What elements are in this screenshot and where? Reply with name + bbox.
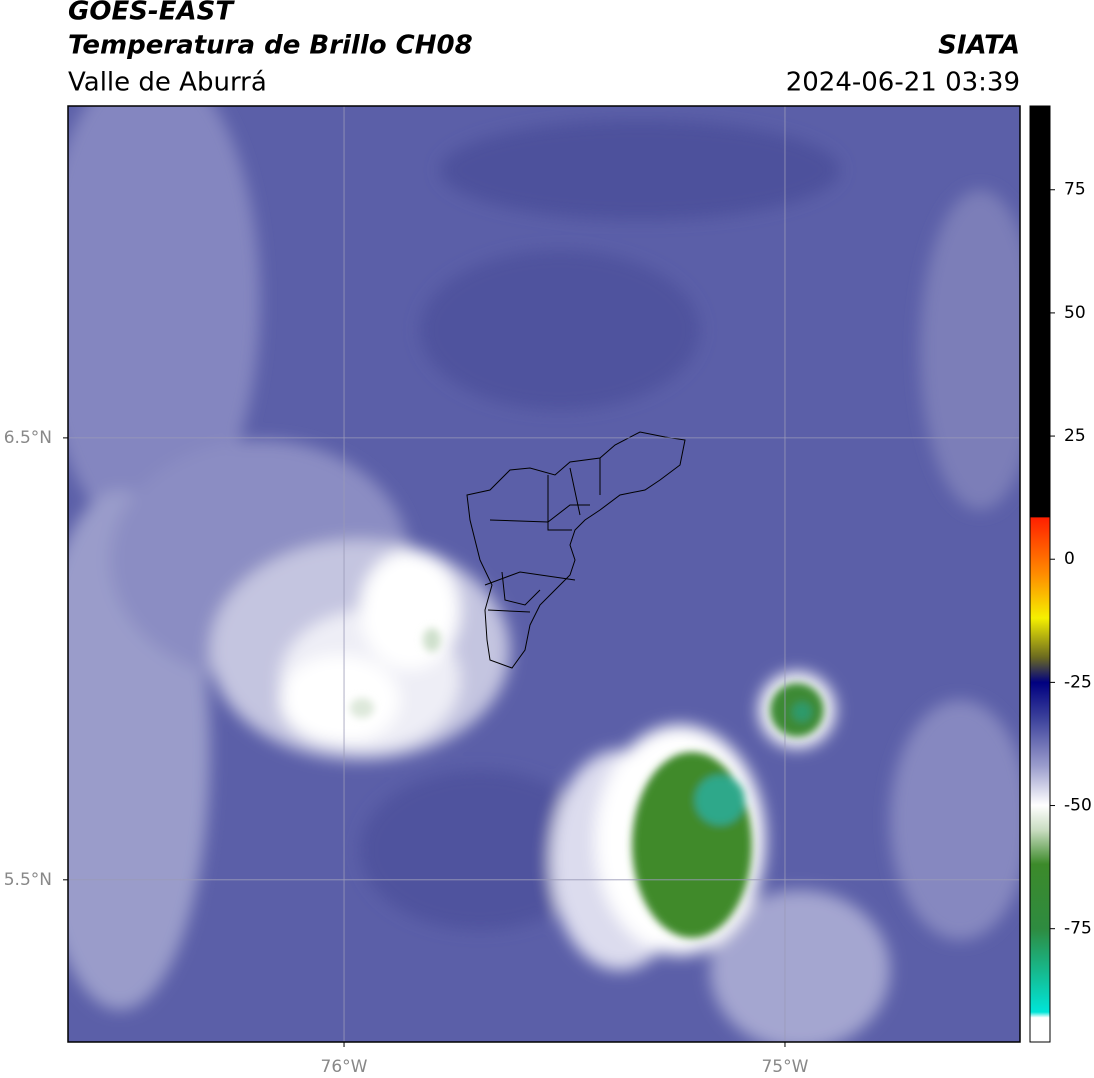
municipal-boundaries: [466, 431, 686, 669]
colorbar-tick-label: -25: [1064, 672, 1092, 692]
map-frame: [67, 105, 1021, 1043]
y-tick-label: 5.5°N: [4, 870, 52, 890]
colorbar: [1029, 105, 1051, 1043]
colorbar-tick-label: 75: [1064, 180, 1086, 200]
x-tick-label: 76°W: [321, 1057, 368, 1077]
colorbar-tick-label: -50: [1064, 796, 1092, 816]
grid: [68, 106, 1020, 1042]
colorbar-tick-label: 50: [1064, 303, 1086, 323]
subtitle: Temperatura de Brillo CH08: [68, 31, 473, 61]
source: SIATA: [938, 31, 1020, 61]
timestamp: 2024-06-21 03:39: [786, 68, 1020, 98]
colorbar-tick-label: 25: [1064, 426, 1086, 446]
colorbar-tick-label: 0: [1064, 549, 1075, 569]
y-tick-label: 6.5°N: [4, 428, 52, 448]
satellite-image: [68, 106, 1020, 1042]
region: Valle de Aburrá: [68, 68, 267, 98]
x-tick-label: 75°W: [761, 1057, 808, 1077]
colorbar-tick-label: -75: [1064, 919, 1092, 939]
title: GOES-EAST: [68, 0, 235, 27]
